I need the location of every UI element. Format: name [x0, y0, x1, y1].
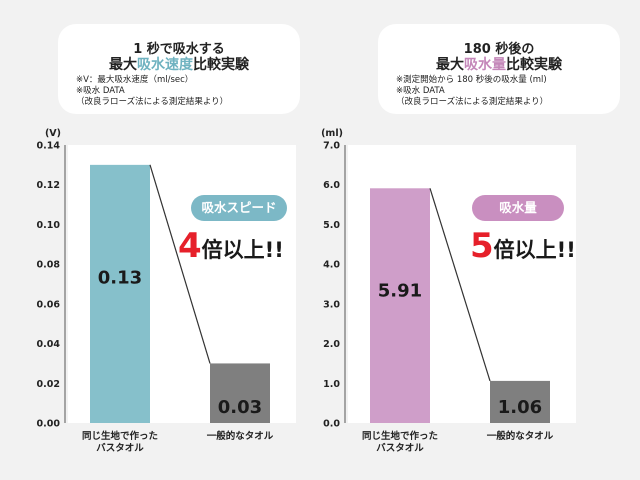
bar-value-label: 0.13	[98, 268, 142, 289]
y-tick-label: 0.0	[323, 419, 340, 430]
left-title-line2: 最大吸水速度比較実験	[58, 54, 300, 74]
bar	[90, 164, 150, 423]
left-title-box: 1 秒で吸水する 最大吸水速度比較実験 ※V：最大吸水速度（ml/sec） ※吸…	[58, 24, 300, 114]
left-title-highlight: 吸水速度	[137, 57, 193, 73]
left-panel: 1 秒で吸水する 最大吸水速度比較実験 ※V：最大吸水速度（ml/sec） ※吸…	[37, 24, 300, 454]
y-tick-label: 0.00	[37, 419, 61, 430]
right-title-line2: 最大吸水量比較実験	[378, 54, 620, 74]
speed-badge: 吸水スピード	[191, 195, 287, 221]
left-title-prefix: 最大	[109, 57, 137, 73]
y-tick-label: 2.0	[323, 339, 340, 350]
y-tick-label: 3.0	[323, 299, 340, 310]
left-multiplier-text: 倍以上!!	[201, 238, 284, 262]
y-tick-label: 0.14	[37, 141, 61, 152]
bar	[370, 188, 430, 423]
amount-badge: 吸水量	[472, 195, 564, 221]
y-axis-unit-label: (V)	[45, 128, 61, 139]
right-note-3: （改良ラローズ法による測定結果より）	[396, 97, 549, 107]
y-tick-label: 6.0	[323, 180, 340, 191]
trend-line	[149, 164, 211, 364]
right-note-2: ※吸水 DATA	[396, 86, 445, 96]
bar	[490, 380, 550, 423]
left-multiplier: 4倍以上!!	[178, 226, 284, 266]
bar	[210, 363, 270, 423]
y-tick-label: 0.06	[37, 299, 61, 310]
right-multiplier: 5倍以上!!	[470, 226, 576, 266]
left-title-suffix: 比較実験	[193, 57, 249, 73]
right-panel: 180 秒後の 最大吸水量比較実験 ※測定開始から 180 秒後の吸水量 (ml…	[320, 0, 640, 480]
right-title-prefix: 最大	[436, 57, 464, 73]
right-multiplier-number: 5	[470, 226, 494, 266]
right-title-box: 180 秒後の 最大吸水量比較実験 ※測定開始から 180 秒後の吸水量 (ml…	[378, 24, 620, 114]
right-bar-chart: (ml) 0.0 1.0 2.0 3.0 4.0 5.0 6.0 7.0 5.91 1.06 同じ生地…	[321, 128, 576, 454]
bar-value-label: 0.03	[218, 397, 262, 418]
left-note-1: ※V：最大吸水速度（ml/sec）	[76, 75, 194, 85]
y-tick-label: 0.08	[37, 260, 61, 271]
category-label: 一般的なタオル	[487, 430, 554, 442]
category-label: バスタオル	[96, 442, 144, 454]
category-label: 一般的なタオル	[207, 430, 274, 442]
category-label: 同じ生地で作った	[362, 430, 438, 442]
trend-line	[429, 188, 491, 382]
right-multiplier-text: 倍以上!!	[493, 238, 576, 262]
y-tick-label: 0.10	[37, 220, 61, 231]
y-tick-label: 5.0	[323, 220, 340, 231]
left-note-2: ※吸水 DATA	[76, 86, 125, 96]
category-label: 同じ生地で作った	[82, 430, 158, 442]
category-label: バスタオル	[376, 442, 424, 454]
y-tick-label: 4.0	[323, 260, 340, 271]
y-axis-unit-label: (ml)	[321, 128, 343, 139]
y-tick-label: 0.12	[37, 180, 60, 191]
left-multiplier-number: 4	[178, 226, 202, 266]
right-title-highlight: 吸水量	[464, 57, 506, 73]
right-title-suffix: 比較実験	[506, 57, 562, 73]
y-tick-label: 1.0	[323, 379, 340, 390]
y-tick-label: 7.0	[323, 141, 340, 152]
left-bar-chart: (V) 0.00 0.02 0.04 0.06 0.08 0.10 0.12 0.14 0.13 0…	[37, 128, 296, 454]
right-note-1: ※測定開始から 180 秒後の吸水量 (ml)	[396, 75, 547, 85]
y-tick-label: 0.04	[37, 339, 61, 350]
right-title-line1: 180 秒後の	[463, 42, 535, 57]
left-note-3: （改良ラローズ法による測定結果より）	[76, 97, 229, 107]
left-title-line1: 1 秒で吸水する	[133, 42, 225, 57]
bar-value-label: 1.06	[498, 397, 542, 418]
bar-value-label: 5.91	[378, 280, 422, 301]
y-tick-label: 0.02	[37, 379, 60, 390]
